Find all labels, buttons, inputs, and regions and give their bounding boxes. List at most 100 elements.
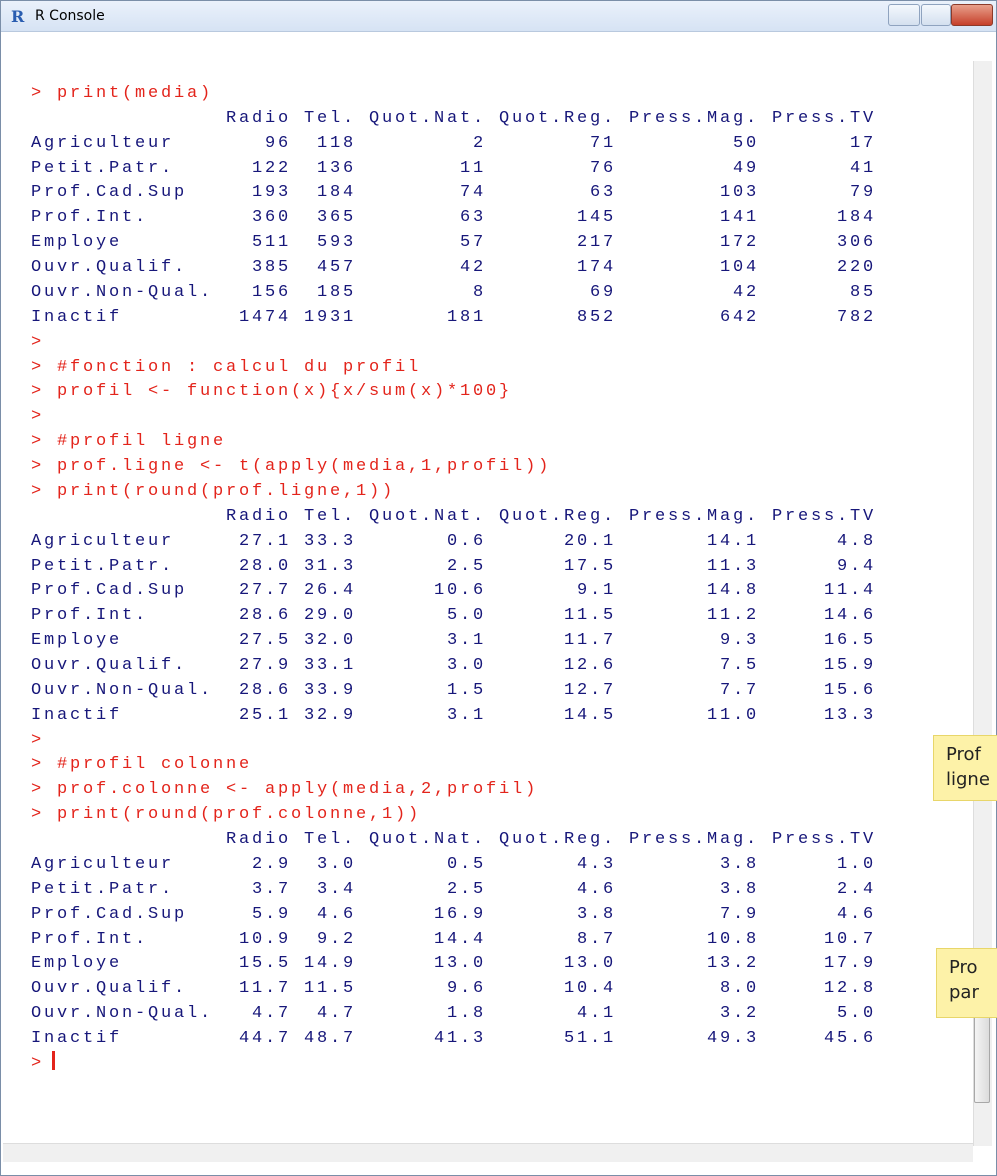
- table-cell: 1931: [303, 307, 356, 327]
- table-cell: 14.9: [303, 954, 356, 974]
- table-row: Inactif 1474 1931 181 852 642 782: [31, 305, 961, 330]
- table-row: Prof.Int. 360 365 63 145 141 184: [31, 205, 961, 230]
- table-cell: 57: [459, 233, 486, 253]
- command-line: >: [31, 332, 45, 352]
- table-cell: 3.8: [719, 879, 759, 899]
- text-cursor: [52, 1050, 56, 1070]
- table-cell: 20.1: [563, 531, 616, 551]
- horizontal-scrollbar[interactable]: [3, 1143, 973, 1162]
- table-cell: 63: [459, 208, 486, 228]
- title-bar: R R Console: [1, 1, 996, 32]
- command-line: > #profil ligne: [31, 432, 227, 452]
- table-header: Radio Tel. Quot.Nat. Quot.Reg. Press.Mag. Pre…: [31, 827, 961, 852]
- table-row: Ouvr.Qualif. 27.9 33.1 3.0 12.6 7.5 15.9: [31, 653, 961, 678]
- row-name: Employe: [31, 233, 123, 253]
- table-cell: 2.9: [251, 854, 291, 874]
- table-cell: 16.9: [433, 904, 486, 924]
- table-cell: 1474: [238, 307, 291, 327]
- table-cell: 3.8: [719, 854, 759, 874]
- command-line: > print(round(prof.colonne,1)): [31, 805, 422, 825]
- table-cell: 17.9: [823, 954, 876, 974]
- table-cell: 31.3: [303, 556, 356, 576]
- table-cell: 9.6: [446, 979, 486, 999]
- table-cell: 50: [732, 133, 759, 153]
- table-cell: 11.7: [238, 979, 291, 999]
- row-name: Agriculteur: [31, 854, 175, 874]
- table-cell: 11.7: [563, 631, 616, 651]
- row-name: Employe: [31, 954, 123, 974]
- row-name: Agriculteur: [31, 531, 175, 551]
- table-cell: 11.5: [303, 979, 356, 999]
- table-cell: 185: [316, 282, 356, 302]
- table-cell: 3.1: [446, 631, 486, 651]
- table-row: Prof.Int. 10.9 9.2 14.4 8.7 10.8 10.7: [31, 927, 961, 952]
- table-cell: Quot.Nat.: [368, 108, 486, 128]
- row-name: Agriculteur: [31, 133, 175, 153]
- table-cell: Press.TV: [771, 108, 876, 128]
- console-output[interactable]: > print(media) Radio Tel. Quot.Nat. Quot.Reg…: [5, 33, 971, 1141]
- table-row: Prof.Cad.Sup 27.7 26.4 10.6 9.1 14.8 11.4: [31, 578, 961, 603]
- table-cell: 184: [316, 183, 356, 203]
- table-cell: 74: [459, 183, 486, 203]
- row-name: Employe: [31, 631, 123, 651]
- command-line: > #profil colonne: [31, 755, 253, 775]
- table-cell: 1.5: [446, 680, 486, 700]
- table-cell: Quot.Reg.: [498, 108, 616, 128]
- table-cell: 8.0: [719, 979, 759, 999]
- table-cell: 85: [849, 282, 876, 302]
- table-cell: 17.5: [563, 556, 616, 576]
- table-cell: 3.7: [251, 879, 291, 899]
- row-name: Prof.Int.: [31, 929, 149, 949]
- row-name: Prof.Int.: [31, 208, 149, 228]
- table-cell: 25.1: [238, 705, 291, 725]
- table-cell: 13.0: [433, 954, 486, 974]
- table-cell: 27.9: [238, 656, 291, 675]
- table-cell: 42: [732, 282, 759, 302]
- table-cell: 0.5: [446, 854, 486, 874]
- table-cell: 41.3: [433, 1029, 486, 1049]
- table-cell: 76: [589, 158, 616, 178]
- table-cell: Press.Mag.: [628, 108, 759, 128]
- table-cell: 145: [576, 208, 616, 228]
- table-cell: 10.7: [823, 929, 876, 949]
- table-row: Ouvr.Qualif. 11.7 11.5 9.6 10.4 8.0 12.8: [31, 976, 961, 1001]
- row-name: Ouvr.Non-Qual.: [31, 680, 214, 700]
- table-cell: 9.4: [836, 556, 876, 576]
- prompt: >: [31, 1053, 45, 1073]
- table-cell: 8: [472, 282, 486, 302]
- row-name: Inactif: [31, 705, 123, 725]
- table-row: Prof.Int. 28.6 29.0 5.0 11.5 11.2 14.6: [31, 603, 961, 628]
- row-name: Ouvr.Qualif.: [31, 258, 188, 278]
- table-row: Petit.Patr. 3.7 3.4 2.5 4.6 3.8 2.4: [31, 877, 961, 902]
- table-cell: 156: [251, 282, 291, 302]
- table-cell: 141: [719, 208, 759, 228]
- table-cell: 3.0: [316, 854, 356, 874]
- table-cell: 32.9: [303, 705, 356, 725]
- maximize-button[interactable]: [921, 4, 951, 26]
- table-cell: 3.1: [446, 705, 486, 725]
- minimize-button[interactable]: [888, 4, 920, 26]
- table-cell: 14.6: [823, 606, 876, 626]
- table-cell: 33.9: [303, 680, 356, 700]
- table-cell: 12.7: [563, 680, 616, 700]
- table-cell: 13.3: [823, 705, 876, 725]
- table-cell: 14.5: [563, 705, 616, 725]
- table-cell: 360: [251, 208, 291, 228]
- close-button[interactable]: [951, 4, 993, 26]
- table-cell: 32.0: [303, 631, 356, 651]
- command-line: > prof.colonne <- apply(media,2,profil): [31, 780, 539, 800]
- table-cell: 12.6: [563, 656, 616, 675]
- table-cell: Tel.: [303, 830, 356, 850]
- command-line: > prof.ligne <- t(apply(media,1,profil)): [31, 457, 552, 477]
- table-row: Ouvr.Non-Qual. 28.6 33.9 1.5 12.7 7.7 15.6: [31, 678, 961, 703]
- vertical-scrollbar[interactable]: [973, 61, 992, 1146]
- callout-text: Pro: [949, 957, 978, 978]
- table-row: Agriculteur 96 118 2 71 50 17: [31, 131, 961, 156]
- table-cell: 49: [732, 158, 759, 178]
- table-cell: 26.4: [303, 581, 356, 601]
- table-cell: 42: [459, 258, 486, 278]
- command-line: > print(round(prof.ligne,1)): [31, 481, 396, 501]
- callout-box: Pro par: [936, 948, 997, 1018]
- table-cell: 217: [576, 233, 616, 253]
